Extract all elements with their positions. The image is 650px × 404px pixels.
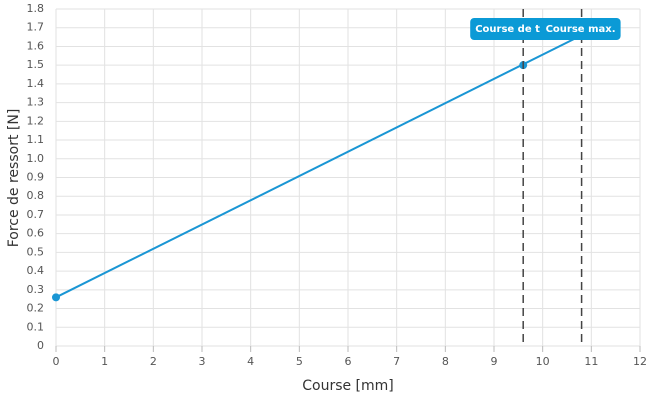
y-tick-label: 0 <box>37 339 44 352</box>
y-tick-label: 1.0 <box>27 152 45 165</box>
marker-label: Course de t <box>475 24 540 35</box>
x-tick-label: 9 <box>491 355 498 368</box>
y-tick-label: 0.5 <box>27 245 45 258</box>
marker-label: Course max. <box>546 24 616 35</box>
y-tick-label: 1.5 <box>27 58 45 71</box>
data-point <box>52 293 60 302</box>
y-tick-label: 1.7 <box>27 21 45 34</box>
y-tick-label: 0.3 <box>27 283 45 296</box>
y-tick-label: 0.9 <box>27 171 45 184</box>
y-tick-label: 1.6 <box>27 39 45 52</box>
y-tick-label: 1.1 <box>27 133 45 146</box>
y-axis-label: Force de ressort [N] <box>6 109 22 248</box>
y-tick-label: 0.1 <box>27 320 45 333</box>
series-line <box>55 34 583 299</box>
x-tick-label: 11 <box>584 355 598 368</box>
x-tick-label: 6 <box>345 355 352 368</box>
y-tick-label: 0.2 <box>27 302 45 315</box>
y-tick-label: 1.2 <box>27 114 45 127</box>
x-tick-label: 7 <box>393 355 400 368</box>
x-tick-label: 2 <box>150 355 157 368</box>
x-axis-label: Course [mm] <box>302 378 394 394</box>
x-tick-label: 8 <box>442 355 449 368</box>
x-tick-label: 4 <box>247 355 254 368</box>
x-tick-label: 5 <box>296 355 303 368</box>
y-tick-label: 1.4 <box>27 77 45 90</box>
y-tick-label: 0.7 <box>27 208 45 221</box>
y-tick-label: 1.8 <box>27 2 45 15</box>
x-tick-label: 0 <box>53 355 60 368</box>
y-tick-label: 1.3 <box>27 96 45 109</box>
x-tick-label: 1 <box>101 355 108 368</box>
y-tick-label: 0.8 <box>27 189 45 202</box>
x-tick-label: 12 <box>633 355 647 368</box>
x-tick-label: 3 <box>199 355 206 368</box>
y-tick-label: 0.4 <box>27 264 45 277</box>
x-tick-label: 10 <box>536 355 550 368</box>
marker-label-box <box>470 18 551 40</box>
marker-label-box <box>540 18 621 40</box>
y-tick-label: 0.6 <box>27 227 45 240</box>
